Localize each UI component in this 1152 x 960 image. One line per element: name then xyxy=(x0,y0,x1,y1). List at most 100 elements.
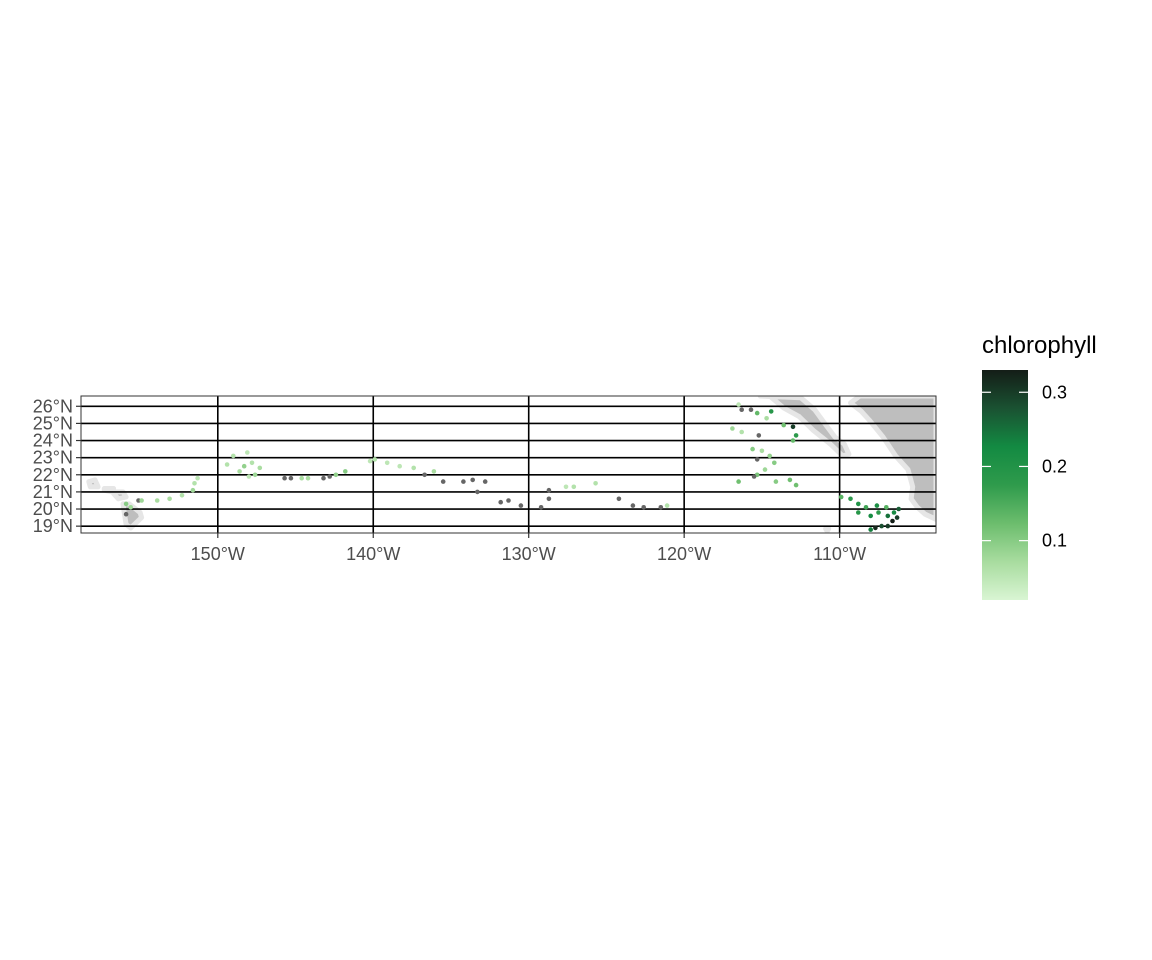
observation-point xyxy=(838,494,844,500)
observation-point xyxy=(411,465,417,471)
observation-point xyxy=(754,457,760,462)
observation-point xyxy=(736,479,741,484)
observation-point xyxy=(773,479,779,484)
longitude-label: 140°W xyxy=(346,544,400,564)
observation-point xyxy=(759,448,765,454)
observation-point xyxy=(571,484,577,490)
observation-point xyxy=(231,453,236,459)
legend-colorbar xyxy=(982,370,1028,600)
legend-tick-label: 0.2 xyxy=(1042,456,1067,476)
observation-point xyxy=(730,426,735,431)
legend-ticks: 0.1 0.2 0.3 xyxy=(982,382,1067,551)
observation-point xyxy=(767,453,772,459)
observation-point xyxy=(123,501,129,507)
latitude-label: 22°N xyxy=(33,465,73,485)
observation-point xyxy=(128,505,133,510)
observation-point xyxy=(123,511,129,517)
observation-point xyxy=(739,407,744,413)
observation-point xyxy=(891,510,897,515)
longitude-label: 110°W xyxy=(813,544,866,564)
observation-point xyxy=(736,402,741,407)
observation-point xyxy=(498,499,504,505)
observation-point xyxy=(475,489,480,495)
observation-point xyxy=(593,481,598,486)
observation-point xyxy=(762,467,768,472)
observation-point xyxy=(252,472,258,478)
observation-point xyxy=(321,475,326,481)
observation-point xyxy=(768,409,774,414)
observation-point xyxy=(856,501,861,507)
observation-point xyxy=(167,496,172,502)
legend: chlorophyll 0.1 0.2 0.3 xyxy=(982,332,1097,600)
graticule xyxy=(81,396,936,533)
observation-point xyxy=(384,460,390,466)
island-land-3 xyxy=(86,477,101,490)
observation-point xyxy=(885,513,891,519)
observation-point xyxy=(195,475,200,481)
observation-point xyxy=(397,463,403,469)
observation-point xyxy=(879,523,884,529)
longitude-axis: 150°W 140°W 130°W 120°W 110°W xyxy=(191,533,866,564)
legend-tick-label: 0.1 xyxy=(1042,531,1067,551)
observation-point xyxy=(793,433,799,438)
longitude-label: 150°W xyxy=(191,544,245,564)
observation-point xyxy=(440,479,446,484)
observation-point xyxy=(884,505,889,510)
observation-point xyxy=(563,484,569,490)
observation-point xyxy=(282,475,287,481)
observation-point xyxy=(876,510,881,515)
observation-point xyxy=(790,438,796,443)
observation-point xyxy=(664,503,670,508)
observation-point xyxy=(246,474,252,479)
latitude-axis: 19°N20°N21°N22°N23°N24°N25°N26°N xyxy=(33,396,81,536)
observation-point xyxy=(241,463,247,469)
observation-point xyxy=(868,513,873,519)
observation-point xyxy=(863,505,869,510)
observation-point xyxy=(616,496,622,502)
latitude-label: 25°N xyxy=(33,413,73,433)
observation-point xyxy=(787,477,793,483)
observation-point xyxy=(470,477,476,483)
latitude-label: 21°N xyxy=(33,482,73,502)
observation-point xyxy=(190,487,196,493)
latitude-label: 23°N xyxy=(33,448,73,468)
observation-point xyxy=(518,503,524,508)
latitude-label: 24°N xyxy=(33,431,73,451)
observation-points xyxy=(123,402,901,532)
observation-point xyxy=(139,498,144,503)
observation-point xyxy=(546,496,552,502)
observation-point xyxy=(288,475,294,481)
observation-point xyxy=(327,474,333,479)
observation-point xyxy=(343,469,348,474)
observation-point xyxy=(224,462,230,467)
island-land-2 xyxy=(111,489,129,502)
observation-point xyxy=(751,474,757,479)
observation-point xyxy=(192,481,197,486)
observation-point xyxy=(305,475,311,481)
observation-point xyxy=(422,472,427,478)
observation-point xyxy=(249,460,255,466)
observation-point xyxy=(764,416,769,421)
observation-point xyxy=(754,410,760,416)
observation-point xyxy=(245,450,250,455)
observation-point xyxy=(885,523,891,529)
latitude-label: 20°N xyxy=(33,499,73,519)
observation-point xyxy=(790,424,796,430)
observation-point xyxy=(793,482,799,488)
observation-point xyxy=(237,469,242,474)
longitude-label: 130°W xyxy=(502,544,556,564)
map-panel xyxy=(80,395,937,534)
observation-point xyxy=(739,429,744,435)
island-land-5 xyxy=(823,526,832,533)
observation-point xyxy=(372,457,378,462)
observation-point xyxy=(506,498,511,503)
observation-point xyxy=(874,503,880,508)
observation-point xyxy=(873,525,878,531)
observation-point xyxy=(848,496,853,502)
mainland-mexico-land xyxy=(848,396,936,522)
observation-point xyxy=(630,503,636,508)
observation-point xyxy=(658,505,664,510)
observation-point xyxy=(257,465,263,471)
observation-point xyxy=(756,433,762,438)
latitude-label: 26°N xyxy=(33,396,73,416)
